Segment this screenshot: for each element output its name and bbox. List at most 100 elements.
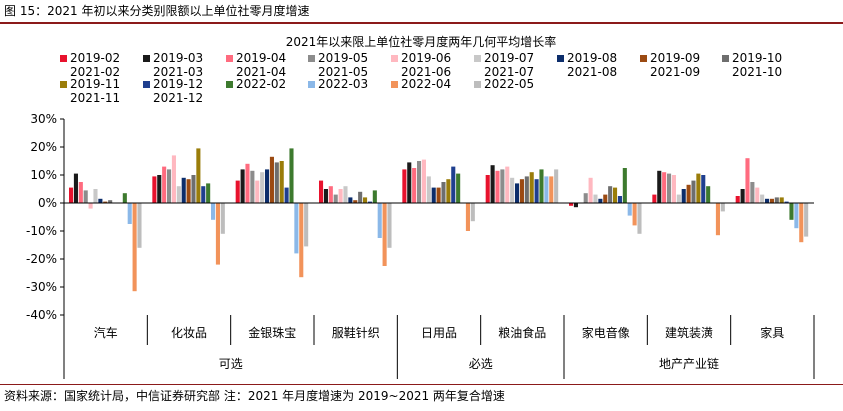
bar <box>304 203 309 247</box>
legend-label-line: 2019-06 <box>401 51 451 65</box>
bar <box>500 169 505 203</box>
legend-swatch <box>60 81 67 88</box>
legend-label: 2019-07 2021-07 <box>484 51 534 79</box>
bar <box>167 169 172 203</box>
bar <box>162 166 167 203</box>
group-label: 必选 <box>469 357 493 371</box>
bar <box>196 148 201 203</box>
bar <box>671 175 676 203</box>
legend-label-line: 2021-03 <box>153 65 203 79</box>
legend-label: 2019-05 2021-05 <box>318 51 368 79</box>
caption-divider <box>0 22 843 24</box>
category-label: 家电音像 <box>582 325 630 340</box>
bar <box>794 203 799 229</box>
bar <box>367 201 372 203</box>
bar <box>490 165 495 203</box>
category-label: 粮油食品 <box>498 325 546 340</box>
bar <box>676 194 681 203</box>
bar <box>652 194 657 203</box>
bar <box>382 203 387 266</box>
legend-label: 2019-08 2021-08 <box>567 51 617 79</box>
category-label: 服鞋针织 <box>332 325 380 340</box>
bar <box>421 159 426 203</box>
legend-label-line: 2019-03 <box>153 51 203 65</box>
legend-swatch <box>143 55 150 62</box>
bar <box>769 198 774 203</box>
bar <box>284 187 289 203</box>
bar <box>343 186 348 203</box>
bar <box>436 187 441 203</box>
y-tick-label: -10% <box>26 224 57 238</box>
bar <box>588 177 593 203</box>
bar <box>69 187 74 203</box>
bar <box>250 170 255 203</box>
bar <box>122 193 127 203</box>
bar <box>495 170 500 203</box>
bar <box>171 155 176 203</box>
bar <box>93 189 98 203</box>
legend-label-line: 2019-07 <box>484 51 534 65</box>
bar <box>338 189 343 203</box>
source-divider <box>0 384 843 385</box>
bar <box>176 186 181 203</box>
bar <box>608 186 613 203</box>
bar <box>407 162 412 203</box>
category-label: 家具 <box>760 325 784 340</box>
bar <box>765 198 770 203</box>
y-tick-label: 0% <box>38 196 57 210</box>
legend-label-line: 2021-05 <box>318 65 368 79</box>
bar <box>299 203 304 278</box>
legend-label: 2022-04 <box>401 77 451 91</box>
legend-label-line: 2019-10 <box>732 51 782 65</box>
bar <box>554 169 559 203</box>
legend-label: 2019-03 2021-03 <box>153 51 203 79</box>
bar <box>681 189 686 203</box>
bar <box>544 176 549 203</box>
bar <box>715 203 720 236</box>
legend-label-line: 2021-02 <box>70 65 120 79</box>
bar <box>701 175 706 203</box>
bar <box>465 203 470 231</box>
legend-label: 2022-02 <box>236 77 286 91</box>
figure-caption: 图 15：2021 年初以来分类别限额以上单位社零月度增速 <box>4 4 310 18</box>
bar <box>603 194 608 203</box>
bar <box>417 161 422 203</box>
bar <box>667 173 672 203</box>
bar <box>78 182 83 203</box>
bar <box>515 183 520 203</box>
bar <box>593 194 598 203</box>
bar <box>431 187 436 203</box>
legend-label-line: 2019-02 <box>70 51 120 65</box>
legend-swatch <box>474 55 481 62</box>
bar <box>186 179 191 203</box>
bar <box>98 198 103 203</box>
bar <box>456 173 461 203</box>
category-label: 建筑装潢 <box>665 325 713 340</box>
legend-label: 2019-11 2021-11 <box>70 77 120 105</box>
legend-label: 2022-05 <box>484 77 534 91</box>
bar <box>573 203 578 208</box>
legend-swatch <box>226 55 233 62</box>
legend-label: 2022-03 <box>318 77 368 91</box>
bar <box>274 162 279 203</box>
bar <box>799 203 804 243</box>
bar <box>348 197 353 203</box>
legend-label-line: 2022-04 <box>401 77 451 91</box>
bar <box>505 166 510 203</box>
bar <box>88 203 93 209</box>
bar <box>534 179 539 203</box>
legend-label-line: 2022-02 <box>236 77 286 91</box>
group-label: 可选 <box>219 357 243 371</box>
legend-label-line: 2022-03 <box>318 77 368 91</box>
bar <box>657 170 662 203</box>
category-label: 金银珠宝 <box>248 325 296 340</box>
legend-swatch <box>60 55 67 62</box>
bar <box>358 191 363 203</box>
bar <box>255 180 260 203</box>
legend-label: 2019-12 2021-12 <box>153 77 203 105</box>
bar <box>760 194 765 203</box>
legend-swatch <box>391 55 398 62</box>
bar <box>529 172 534 203</box>
legend-swatch <box>143 81 150 88</box>
